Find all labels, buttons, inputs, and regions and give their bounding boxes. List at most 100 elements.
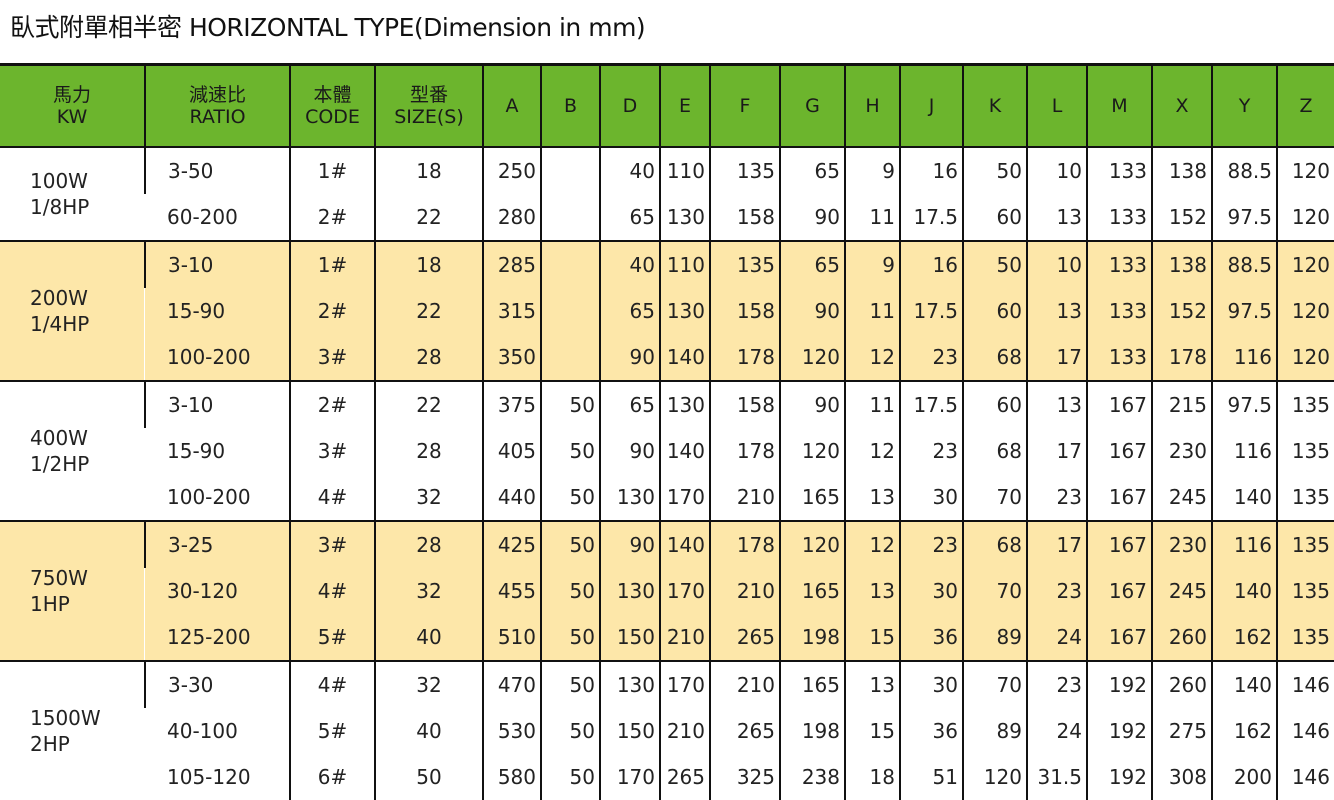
cell-j: 36 [899,614,963,661]
cell-y: 97.5 [1211,381,1277,428]
cell-z: 135 [1276,428,1334,474]
cell-code: 3# [289,521,375,568]
cell-a: 530 [482,708,541,754]
cell-e: 210 [659,708,710,754]
cell-code: 6# [289,754,375,800]
cell-ratio: 15-90 [145,288,290,334]
cell-x: 260 [1151,661,1212,708]
cell-z: 146 [1276,754,1334,800]
cell-sizes: 40 [374,708,483,754]
cell-k: 70 [962,568,1027,614]
column-header: J [899,64,963,148]
column-header: Z [1276,64,1334,148]
cell-x: 245 [1151,568,1212,614]
cell-sizes: 28 [374,521,483,568]
cell-sizes: 18 [374,241,483,288]
column-header-label: RATIO [189,106,246,128]
cell-g: 120 [779,334,845,381]
cell-y: 140 [1211,568,1277,614]
table-row: 15-90 2# 22 315 65 130 158 90 11 17.5 60 13 133 152 97… [0,288,1334,334]
cell-ratio: 100-200 [145,334,290,381]
cell-d: 40 [599,147,660,194]
column-header-label: A [505,95,519,117]
column-header-label: 馬力 [52,84,91,106]
cell-e: 210 [659,614,710,661]
table-row: 60-200 2# 22 280 65 130 158 90 11 17.5 60 13 133 152 9… [0,194,1334,241]
column-header: L [1026,64,1087,148]
cell-e: 130 [659,381,710,428]
cell-a: 375 [482,381,541,428]
cell-code: 2# [289,194,375,241]
power-label: 750W [30,566,88,590]
cell-f: 158 [709,381,780,428]
column-header: 馬力 KW [0,64,145,148]
cell-y: 97.5 [1211,194,1277,241]
column-header: 減速比 RATIO [144,64,290,148]
cell-x: 230 [1151,521,1212,568]
cell-e: 140 [659,334,710,381]
cell-j: 16 [899,241,963,288]
cell-z: 135 [1276,474,1334,521]
cell-z: 120 [1276,334,1334,381]
cell-sizes: 22 [374,194,483,241]
cell-l: 24 [1026,614,1087,661]
cell-b: 50 [540,521,600,568]
cell-m: 133 [1086,241,1152,288]
cell-z: 120 [1276,241,1334,288]
column-header: B [540,64,600,148]
cell-d: 65 [599,288,660,334]
cell-h: 12 [844,428,900,474]
cell-y: 97.5 [1211,288,1277,334]
cell-d: 65 [599,381,660,428]
cell-code: 3# [289,428,375,474]
cell-g: 65 [779,241,845,288]
cell-k: 68 [962,428,1027,474]
cell-z: 135 [1276,568,1334,614]
cell-a: 250 [482,147,541,194]
cell-k: 60 [962,194,1027,241]
table-row: 1500W 2HP 3-30 4# 32 470 50 130 170 210 165 13 30 70 2… [0,661,1334,756]
cell-g: 120 [779,521,845,568]
cell-h: 11 [844,381,900,428]
cell-x: 260 [1151,614,1212,661]
cell-k: 70 [962,474,1027,521]
cell-b [540,241,600,288]
cell-g: 165 [779,474,845,521]
cell-h: 9 [844,241,900,288]
cell-x: 152 [1151,194,1212,241]
dimension-table: 馬力 KW 減速比 RATIO 本體 CODE 型番 SIZE(S) A B D E F G H J K L M X Y… [0,63,1334,800]
table-row: 30-120 4# 32 455 50 130 170 210 165 13 30 70 23 167 24… [0,568,1334,614]
cell-k: 89 [962,708,1027,754]
cell-f: 135 [709,241,780,288]
cell-e: 140 [659,521,710,568]
cell-sizes: 50 [374,754,483,800]
cell-sizes: 28 [374,334,483,381]
cell-x: 245 [1151,474,1212,521]
cell-sizes: 32 [374,474,483,521]
column-header-label: E [678,95,691,117]
cell-g: 90 [779,381,845,428]
cell-a: 285 [482,241,541,288]
table-row: 750W 1HP 3-25 3# 28 425 50 90 140 178 120 12 23 68 17 1… [0,521,1334,661]
cell-m: 133 [1086,147,1152,194]
cell-x: 138 [1151,241,1212,288]
cell-h: 9 [844,147,900,194]
power-label: 1/4HP [30,312,90,336]
cell-y: 140 [1211,661,1277,708]
column-header-label: H [865,95,880,117]
cell-a: 510 [482,614,541,661]
cell-b: 50 [540,474,600,521]
cell-e: 265 [659,754,710,800]
cell-g: 165 [779,568,845,614]
column-header-label: B [563,95,578,117]
cell-m: 167 [1086,614,1152,661]
column-header: G [779,64,845,148]
cell-f: 178 [709,334,780,381]
cell-j: 17.5 [899,288,963,334]
cell-code: 2# [289,381,375,428]
power-label: 1500W [30,706,101,730]
cell-g: 165 [779,661,845,708]
column-header-label: 本體 [313,84,352,106]
cell-ratio: 60-200 [167,205,238,229]
cell-y: 116 [1211,521,1277,568]
